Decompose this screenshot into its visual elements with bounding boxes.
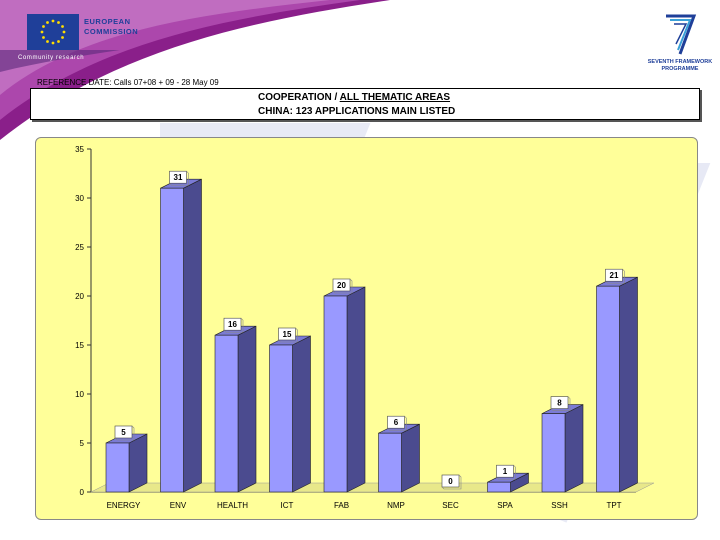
data-label-box [550,396,569,409]
title-line1-underlined: ALL THEMATIC AREAS [339,92,451,103]
y-tick-label: 15 [75,341,84,350]
data-label-shadow [114,425,135,441]
bar-side [237,325,257,493]
x-tick-label: HEALTH [217,501,248,510]
data-label: 0 [448,477,453,486]
data-label-box [169,170,187,184]
data-label-box [387,415,405,429]
bar-ssh [541,404,584,493]
data-label: 31 [174,173,183,182]
title-line1: COOPERATION / ALL THEMATIC AREAS [258,92,450,103]
bar-side [564,404,584,493]
data-label-box [114,425,133,439]
bar-side [401,423,420,493]
data-label: 20 [337,281,346,290]
data-label-box [441,474,460,488]
bar-front [323,295,348,493]
bar-side [128,433,148,493]
bar-front [269,344,293,493]
data-label: 8 [557,399,562,408]
bar-side [183,178,202,493]
data-label: 6 [394,418,399,427]
fp7-logo-icon [666,14,697,55]
x-tick-label: SEC [442,501,459,510]
eu-tagline: Community research [18,55,85,61]
bar-front [105,442,130,493]
y-tick-label: 0 [80,488,85,497]
data-label-shadow [169,170,189,186]
data-label-shadow [605,268,625,284]
data-label: 5 [121,428,126,437]
data-label: 1 [503,467,508,476]
data-label: 21 [610,271,619,280]
x-tick-label: ENERGY [107,501,141,510]
data-label-box [332,278,351,292]
bar-energy [105,433,148,493]
x-tick-label: FAB [334,501,349,510]
x-tick-label: SSH [551,501,568,510]
bar-fab [323,286,366,493]
data-label-shadow [332,278,353,294]
data-label-box [496,464,514,478]
bar-health [214,325,257,493]
fp7-line1: SEVENTH FRAMEWORK [647,59,713,65]
data-label-shadow [278,327,298,343]
bar-ict [269,335,311,493]
bar-nmp [378,423,420,493]
title-line2: CHINA: 123 APPLICATIONS MAIN LISTED [258,106,456,117]
data-label-shadow [223,317,244,333]
bar-side [346,286,366,493]
eu-flag-icon [27,14,79,50]
eu-line1: EUROPEAN [84,17,131,26]
bar-front [160,187,184,493]
data-label-shadow [496,464,516,480]
bar-side [619,276,638,493]
bar-front [541,413,566,493]
data-label: 15 [283,330,292,339]
y-tick-label: 20 [75,292,84,301]
data-label: 16 [228,320,237,329]
bar-tpt [596,276,638,493]
x-tick-label: ICT [281,501,294,510]
header-swoosh [0,0,390,140]
fp7-wordmark: SEVENTH FRAMEWORK PROGRAMME [640,59,720,73]
reference-date: REFERENCE DATE: Calls 07+08 + 09 - 28 Ma… [37,78,219,87]
data-label-box [278,327,296,341]
bar-env [160,178,202,493]
data-label-box [605,268,623,282]
data-label-box [223,317,242,331]
bar-front [378,432,402,493]
eu-line2: COMMISSION [84,27,139,36]
data-label-shadow [550,396,571,411]
fp7-line2: PROGRAMME [661,66,699,72]
x-tick-label: NMP [387,501,405,510]
data-label-shadow [387,415,407,431]
y-tick-label: 35 [75,145,84,154]
y-tick-label: 5 [80,439,85,448]
data-label-shadow [441,474,462,490]
title-line1-prefix: COOPERATION / [258,92,340,103]
x-tick-label: SPA [497,501,513,510]
x-tick-label: TPT [606,501,621,510]
x-tick-label: ENV [170,501,187,510]
title-box [30,88,700,120]
y-tick-label: 25 [75,243,84,252]
y-tick-label: 30 [75,194,84,203]
bar-front [596,285,620,493]
eu-commission-wordmark: EUROPEAN COMMISSION [84,17,138,37]
bar-front [214,334,239,493]
y-tick-label: 10 [75,390,84,399]
bar-front [487,481,511,493]
bar-side [292,335,311,493]
